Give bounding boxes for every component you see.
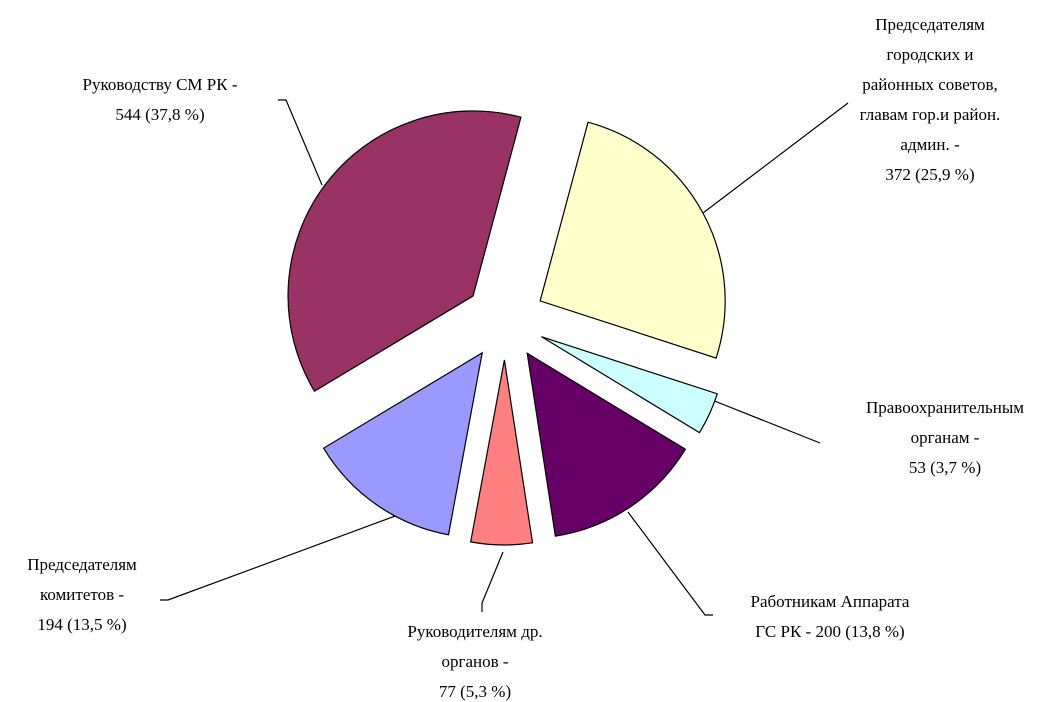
label-line: Правоохранительным [866, 398, 1024, 417]
label-line: 372 (25,9 %) [885, 165, 974, 184]
slice-label: Руководителям др. органов - 77 (5,3 %) [407, 622, 542, 701]
label-line: 77 (5,3 %) [439, 682, 511, 701]
pie-slice [322, 351, 484, 536]
pie-slice [287, 110, 522, 393]
label-line: 53 (3,7 %) [909, 458, 981, 477]
leader-line [627, 511, 713, 616]
slice-label: Руководству СМ РК - 544 (37,8 %) [82, 75, 237, 124]
leader-line [481, 551, 504, 612]
leader-line [278, 99, 323, 186]
pie-slice [469, 359, 534, 546]
slice-label: Правоохранительным органам - 53 (3,7 %) [866, 398, 1024, 477]
label-line: 544 (37,8 %) [115, 105, 204, 124]
leader-line [160, 514, 399, 601]
label-line: органам - [911, 428, 980, 447]
label-line: Работникам Аппарата [751, 592, 910, 611]
label-line: районных советов, [862, 75, 998, 94]
leader-line [702, 102, 849, 214]
leader-line [711, 399, 821, 444]
pie-slice [539, 121, 726, 359]
label-line: Председателям [875, 15, 985, 34]
pie-slice [541, 336, 719, 434]
label-line: Председателям [27, 555, 137, 574]
slice-label: Председателям комитетов - 194 (13,5 %) [27, 555, 137, 634]
slice-label: Председателям городских и районных советов… [860, 15, 1001, 184]
pie-slice [526, 352, 687, 537]
label-line: городских и [887, 45, 974, 64]
label-line: органов - [441, 652, 508, 671]
label-line: главам гор.и район. [860, 105, 1001, 124]
label-line: 194 (13,5 %) [37, 615, 126, 634]
slice-label: Работникам Аппарата ГС РК - 200 (13,8 %) [751, 592, 910, 641]
label-line: комитетов - [40, 585, 124, 604]
label-line: Руководителям др. [407, 622, 542, 641]
label-line: ГС РК - 200 (13,8 %) [755, 622, 904, 641]
label-line: админ. - [900, 135, 960, 154]
label-line: Руководству СМ РК - [82, 75, 237, 94]
